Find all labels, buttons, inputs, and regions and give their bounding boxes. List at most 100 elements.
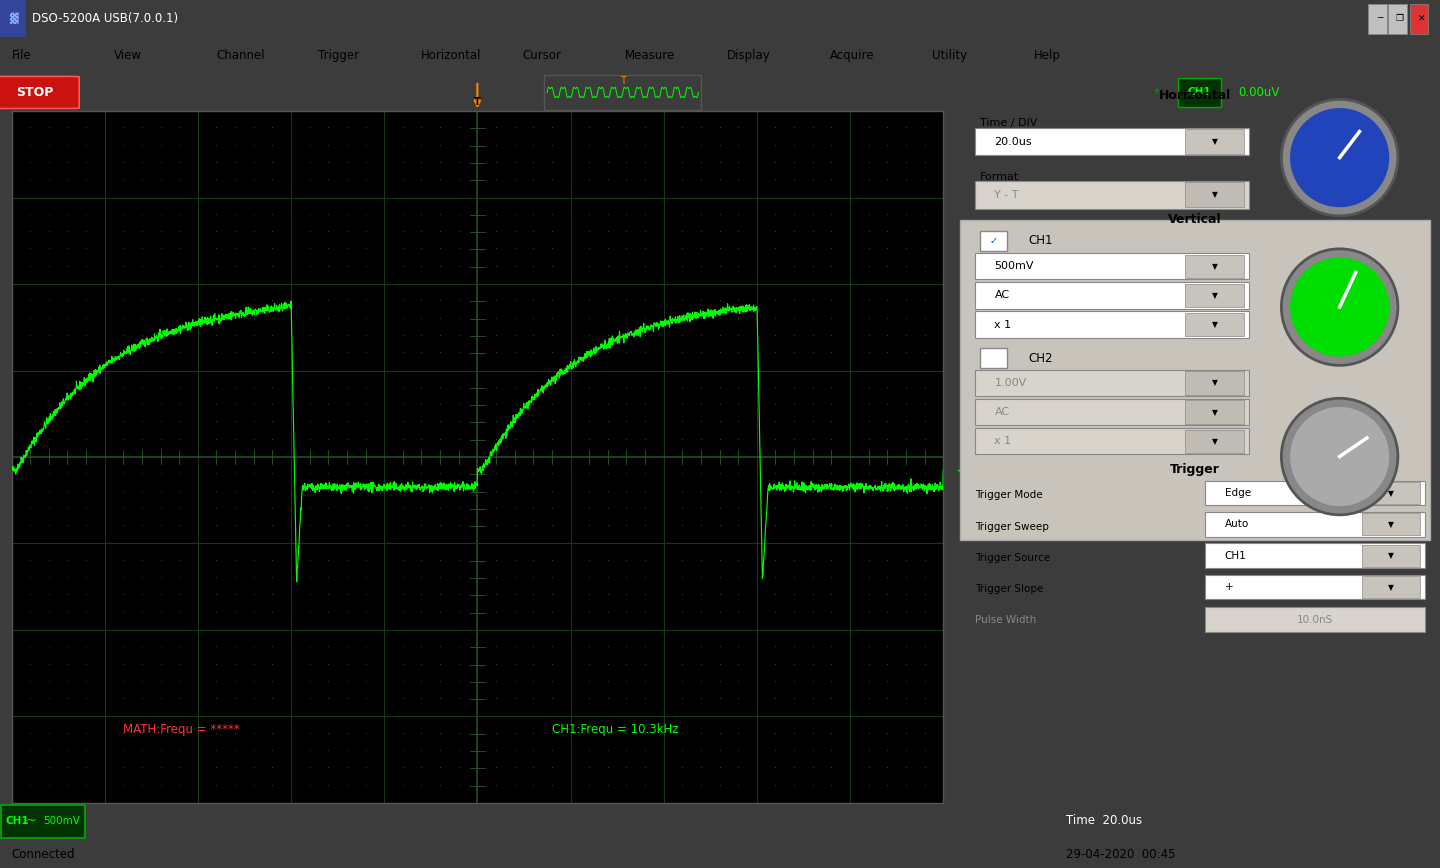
Text: CH1: CH1 <box>1224 550 1247 561</box>
Text: x 1: x 1 <box>995 319 1011 330</box>
FancyBboxPatch shape <box>1362 482 1420 504</box>
Text: CH2: CH2 <box>1028 352 1053 365</box>
Text: File: File <box>12 49 32 62</box>
Circle shape <box>1290 108 1390 207</box>
Text: Trigger Sweep: Trigger Sweep <box>975 522 1048 531</box>
Text: AC: AC <box>995 407 1009 418</box>
Text: ✕: ✕ <box>1417 14 1426 23</box>
Text: DSO-5200A USB(7.0.0.1): DSO-5200A USB(7.0.0.1) <box>32 12 177 25</box>
FancyBboxPatch shape <box>0 76 79 108</box>
Text: T: T <box>619 76 626 86</box>
Text: CH1:Frequ = 10.3kHz: CH1:Frequ = 10.3kHz <box>552 723 678 736</box>
Text: CH1: CH1 <box>6 816 29 825</box>
Text: ▼: ▼ <box>1212 437 1218 446</box>
Text: Channel: Channel <box>216 49 265 62</box>
FancyBboxPatch shape <box>1205 608 1426 632</box>
Text: Edge: Edge <box>1224 488 1251 498</box>
Text: AC: AC <box>995 291 1009 300</box>
Text: ▼: ▼ <box>1388 551 1394 560</box>
FancyBboxPatch shape <box>1185 182 1244 207</box>
Text: x 1: x 1 <box>995 437 1011 446</box>
FancyBboxPatch shape <box>1362 514 1420 536</box>
Text: Horizontal: Horizontal <box>420 49 481 62</box>
FancyBboxPatch shape <box>1362 576 1420 598</box>
FancyBboxPatch shape <box>975 399 1248 425</box>
Text: Time  20.0us: Time 20.0us <box>1066 814 1142 827</box>
Text: Display: Display <box>727 49 770 62</box>
Text: ▼: ▼ <box>1388 520 1394 529</box>
FancyBboxPatch shape <box>1410 3 1428 34</box>
Text: ▼: ▼ <box>1212 291 1218 300</box>
Text: ❐: ❐ <box>1395 14 1404 23</box>
Text: Format: Format <box>979 172 1020 181</box>
Text: Trigger Slope: Trigger Slope <box>975 584 1043 595</box>
Text: Horizontal: Horizontal <box>1159 89 1231 102</box>
Text: Trigger: Trigger <box>318 49 360 62</box>
Text: Connected: Connected <box>12 848 75 860</box>
Text: 29-04-2020  00:45: 29-04-2020 00:45 <box>1066 848 1175 860</box>
FancyBboxPatch shape <box>1185 400 1244 424</box>
FancyBboxPatch shape <box>1185 129 1244 154</box>
Text: 10.0nS: 10.0nS <box>1297 615 1333 625</box>
Text: 1.00V: 1.00V <box>995 378 1027 388</box>
FancyBboxPatch shape <box>975 312 1248 338</box>
Text: ▼: ▼ <box>1212 408 1218 417</box>
Text: 0.00uV: 0.00uV <box>1238 86 1280 99</box>
Text: 500mV: 500mV <box>995 261 1034 272</box>
FancyBboxPatch shape <box>960 220 1430 541</box>
Text: Y - T: Y - T <box>995 190 1020 200</box>
FancyBboxPatch shape <box>975 128 1248 155</box>
FancyBboxPatch shape <box>979 348 1007 368</box>
FancyBboxPatch shape <box>975 370 1248 396</box>
FancyBboxPatch shape <box>1205 575 1426 600</box>
FancyBboxPatch shape <box>975 282 1248 308</box>
Circle shape <box>1282 99 1398 216</box>
FancyBboxPatch shape <box>975 253 1248 279</box>
Text: Acquire: Acquire <box>829 49 874 62</box>
FancyBboxPatch shape <box>975 428 1248 454</box>
FancyBboxPatch shape <box>1205 543 1426 569</box>
Text: ✓: ✓ <box>989 236 998 246</box>
Text: ▼: ▼ <box>1388 489 1394 497</box>
Text: Pulse Width: Pulse Width <box>975 615 1037 625</box>
Text: Trigger Source: Trigger Source <box>975 553 1050 563</box>
Text: ▼: ▼ <box>1212 378 1218 387</box>
Text: ◀: ◀ <box>958 464 966 477</box>
Text: ▼: ▼ <box>1212 320 1218 329</box>
Circle shape <box>1290 407 1390 506</box>
Text: 500mV: 500mV <box>43 816 81 825</box>
Text: Help: Help <box>1034 49 1061 62</box>
Text: ▼: ▼ <box>1388 582 1394 592</box>
Text: CH1: CH1 <box>1028 234 1053 247</box>
Text: STOP: STOP <box>16 86 53 99</box>
Text: MATH:Frequ = *****: MATH:Frequ = ***** <box>124 723 240 736</box>
Text: Vertical: Vertical <box>1168 214 1223 227</box>
FancyBboxPatch shape <box>1388 3 1407 34</box>
Text: CH1: CH1 <box>1188 88 1211 97</box>
Text: Trigger Mode: Trigger Mode <box>975 490 1043 500</box>
Text: +: + <box>1224 582 1233 592</box>
Text: T: T <box>474 97 481 107</box>
Text: View: View <box>114 49 141 62</box>
FancyBboxPatch shape <box>1185 430 1244 453</box>
Text: ▼: ▼ <box>1212 262 1218 271</box>
Text: Measure: Measure <box>625 49 675 62</box>
FancyBboxPatch shape <box>975 181 1248 208</box>
Text: ~: ~ <box>26 814 36 827</box>
FancyBboxPatch shape <box>1185 313 1244 336</box>
FancyBboxPatch shape <box>1185 284 1244 307</box>
FancyBboxPatch shape <box>1 805 85 838</box>
Text: Utility: Utility <box>932 49 966 62</box>
FancyBboxPatch shape <box>0 0 26 37</box>
Text: ▓: ▓ <box>9 13 17 24</box>
Text: ▼: ▼ <box>1212 137 1218 146</box>
Circle shape <box>1282 249 1398 365</box>
Text: Cursor: Cursor <box>523 49 562 62</box>
FancyBboxPatch shape <box>1185 372 1244 395</box>
FancyBboxPatch shape <box>1185 254 1244 278</box>
Text: Trigger: Trigger <box>1171 464 1220 477</box>
FancyBboxPatch shape <box>1362 545 1420 567</box>
Circle shape <box>1290 258 1390 357</box>
FancyBboxPatch shape <box>1205 481 1426 505</box>
Text: ⚡: ⚡ <box>1152 88 1159 97</box>
